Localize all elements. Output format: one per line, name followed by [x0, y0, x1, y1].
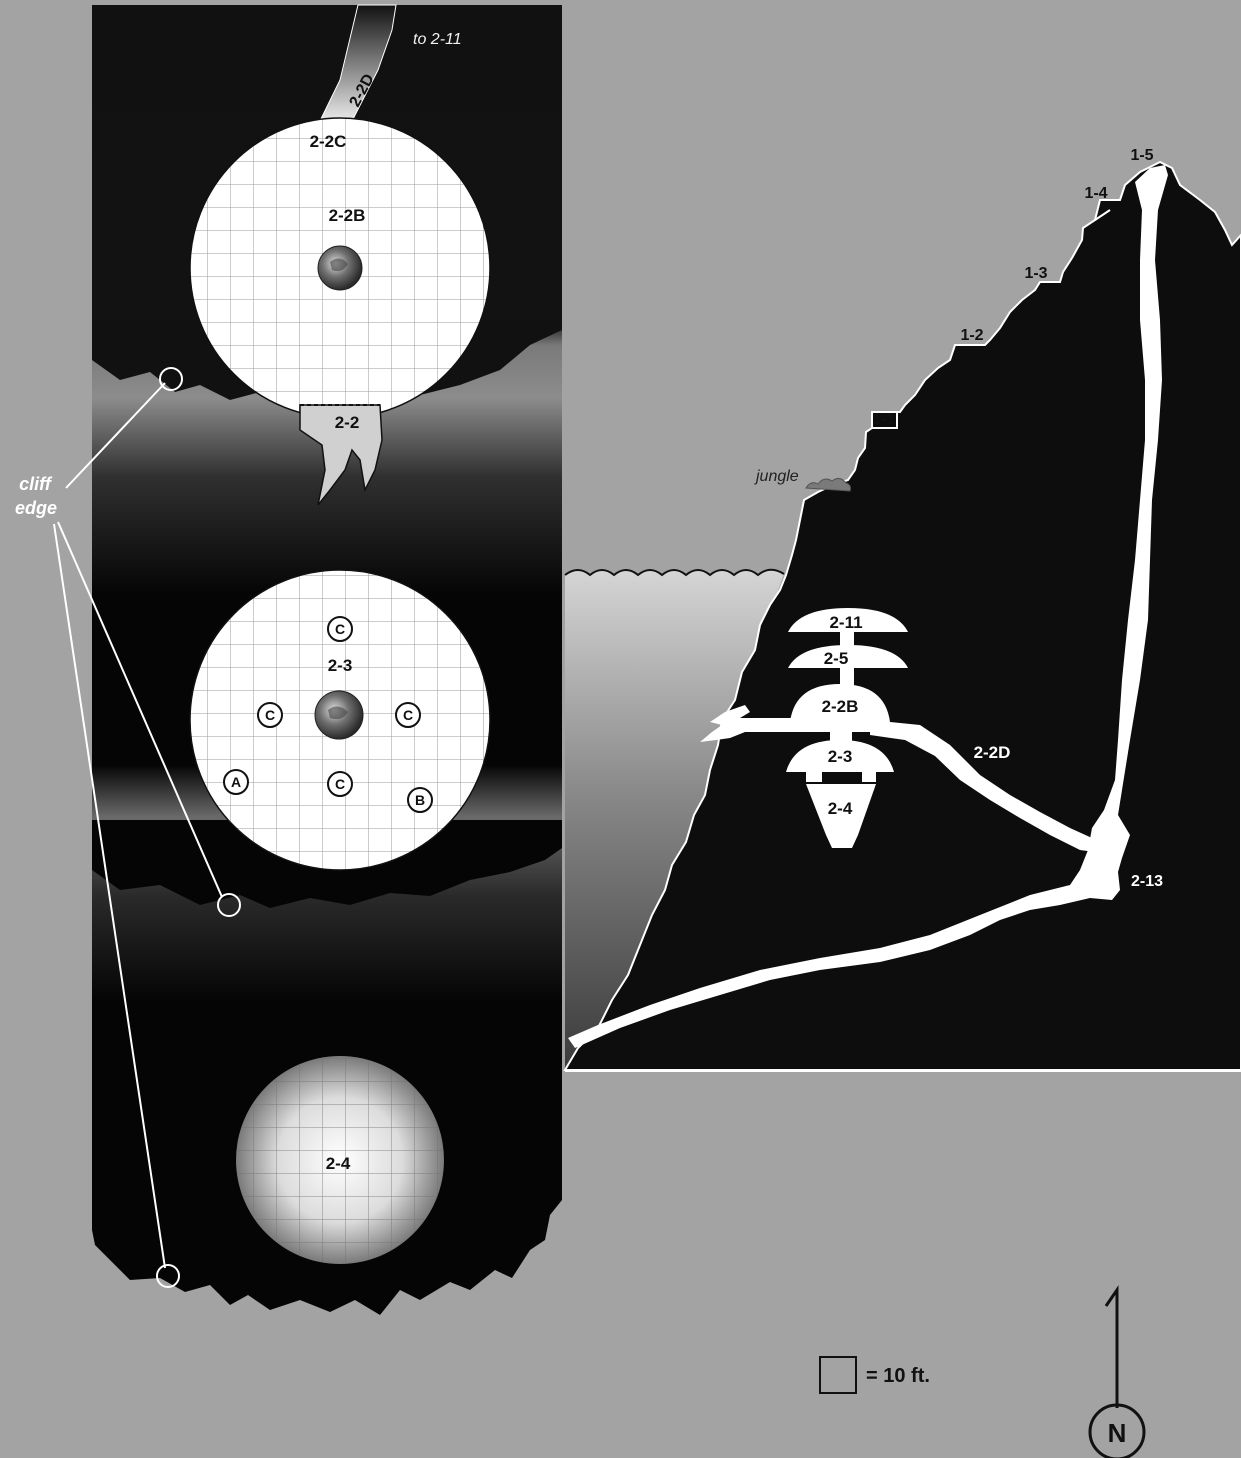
side-channel [700, 705, 800, 742]
cross-section: 1-1 1-2 1-3 1-4 1-5 jungle 2-11 2-5 2-2B… [563, 147, 1241, 1072]
room-2-2B-label: 2-2B [329, 206, 366, 225]
scale-square-icon [819, 1356, 857, 1394]
ledge-2-2: 2-2 [299, 404, 383, 506]
marker-b: B [407, 787, 433, 813]
room-2-2B: 2-2C 2-2B [189, 117, 491, 419]
svg-text:B: B [415, 792, 425, 808]
section-room-2-5-label: 2-5 [824, 649, 849, 668]
scale-legend: = 10 ft. [819, 1356, 930, 1394]
junction-2-13-label: 2-13 [1131, 873, 1163, 890]
slope-label-1-5: 1-5 [1130, 147, 1153, 164]
section-room-2-3-label: 2-3 [828, 747, 853, 766]
callout-ring [156, 1264, 180, 1288]
junction-2-12-label: 2-12 [1092, 827, 1124, 844]
section-room-2-5 [788, 645, 908, 668]
svg-text:C: C [265, 707, 275, 723]
section-room-2-11-label: 2-11 [829, 613, 862, 632]
room-2-3-label: 2-3 [328, 656, 353, 675]
north-arrow-icon: N [1088, 1285, 1146, 1458]
callout-ring [159, 367, 183, 391]
slope-label-1-3: 1-3 [1024, 265, 1047, 282]
tunnel-2-2D [870, 720, 1095, 852]
jungle-icon [805, 477, 851, 492]
room-2-4-label: 2-4 [326, 1154, 351, 1173]
slope-label-1-4: 1-4 [1084, 185, 1107, 202]
callout-label-line2: edge [15, 498, 57, 518]
marker-c-east: C [395, 702, 421, 728]
ledge-2-2-label: 2-2 [335, 413, 360, 432]
svg-text:C: C [335, 621, 345, 637]
to-2-11-note: to 2-11 [413, 31, 462, 48]
cliff-edge-callout: cliff edge [15, 367, 241, 1288]
scale-legend-text: = 10 ft. [866, 1365, 930, 1387]
callout-ring [217, 893, 241, 917]
svg-text:C: C [403, 707, 413, 723]
section-room-2-2B-label: 2-2B [822, 697, 859, 716]
compass-letter: N [1108, 1418, 1127, 1448]
corridor-2-2D [317, 4, 397, 126]
svg-text:A: A [231, 774, 241, 790]
svg-text:C: C [335, 776, 345, 792]
plan-view: 2-2D to 2-11 2-2C 2-2B 2-2 2-3 [92, 4, 562, 1315]
marker-c-north: C [327, 616, 353, 642]
water [565, 569, 784, 1072]
section-room-2-4 [806, 784, 876, 848]
entry-2-2C-label: 2-2C [310, 132, 347, 151]
slope-label-1-2: 1-2 [960, 327, 983, 344]
section-room-2-2B [790, 684, 890, 732]
jungle-label: jungle [754, 468, 799, 485]
section-room-2-4-label: 2-4 [828, 799, 853, 818]
slope-label-1-1: 1-1 [872, 411, 895, 428]
marker-c-west: C [257, 702, 283, 728]
marker-a: A [223, 769, 249, 795]
room-2-4: 2-4 [236, 1056, 444, 1264]
room-2-3: 2-3 C C C C A [189, 569, 491, 871]
tunnel-2-2D-label: 2-2D [974, 743, 1011, 762]
section-room-2-11 [788, 608, 908, 632]
callout-label-line1: cliff [19, 474, 53, 494]
section-room-2-3 [786, 740, 894, 782]
marker-c-south: C [327, 771, 353, 797]
